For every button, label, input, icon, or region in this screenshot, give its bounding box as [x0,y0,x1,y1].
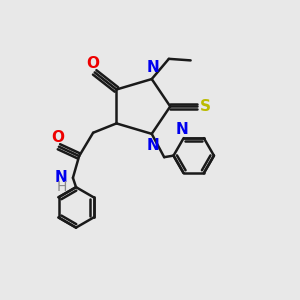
Text: O: O [51,130,64,145]
Text: N: N [55,170,67,185]
Text: H: H [57,180,67,194]
Text: N: N [147,60,160,75]
Text: S: S [200,99,211,114]
Text: N: N [176,122,188,136]
Text: O: O [87,56,100,71]
Text: N: N [147,138,160,153]
